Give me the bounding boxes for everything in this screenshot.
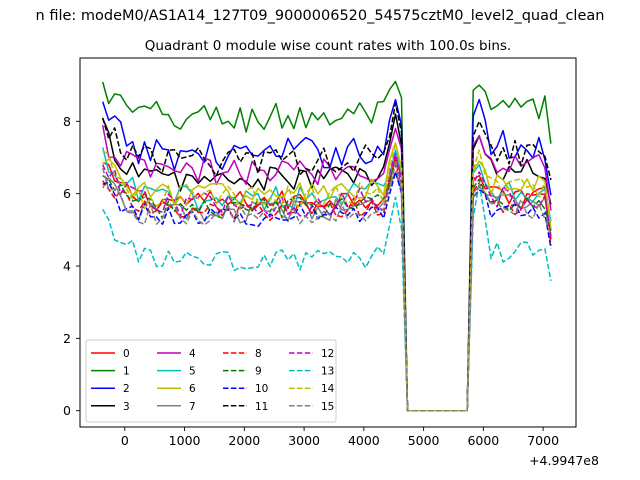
- legend-label-7: 7: [189, 401, 196, 413]
- legend-label-1: 1: [123, 366, 130, 378]
- legend-label-2: 2: [123, 383, 130, 395]
- x-tick-label: 5000: [408, 433, 440, 448]
- y-tick-label: 2: [63, 331, 71, 346]
- series-line-4: [101, 125, 552, 412]
- legend-label-13: 13: [321, 366, 334, 378]
- legend-label-9: 9: [255, 366, 262, 378]
- legend-label-11: 11: [255, 401, 268, 413]
- legend-box: [85, 339, 337, 423]
- legend-label-6: 6: [189, 383, 196, 395]
- series-line-2: [101, 98, 552, 412]
- legend-label-3: 3: [123, 401, 130, 413]
- series-line-14: [102, 142, 552, 412]
- legend-label-5: 5: [189, 366, 196, 378]
- x-tick-label: 4000: [348, 433, 380, 448]
- y-tick-label: 4: [63, 259, 71, 274]
- x-tick-label: 7000: [527, 433, 559, 448]
- legend-label-4: 4: [189, 348, 196, 360]
- x-tick-label: 3000: [288, 433, 320, 448]
- y-tick-label: 8: [63, 114, 71, 129]
- axes-layer: 0 1000 2000 3000 4000 5000 6000 7000 0 2 4 6 8 +4.994…: [63, 57, 599, 468]
- legend-label-10: 10: [255, 383, 268, 395]
- series-line-1: [101, 80, 552, 412]
- axes-frame: [79, 57, 577, 428]
- series-line-7: [102, 171, 552, 412]
- legend-label-14: 14: [321, 383, 335, 395]
- series-line-6: [102, 142, 552, 412]
- chart-title: Quadrant 0 module wise count rates with …: [145, 38, 511, 54]
- legend-label-8: 8: [255, 348, 262, 360]
- x-tick-label: 0: [121, 433, 129, 448]
- series-line-11: [101, 102, 552, 412]
- legend-label-15: 15: [321, 401, 334, 413]
- suptitle: n file: modeM0/AS1A14_127T09_9000006520_…: [36, 8, 605, 24]
- series-line-13: [102, 182, 552, 412]
- y-tick-label: 0: [63, 403, 71, 418]
- series-line-10: [102, 171, 552, 412]
- legend-label-0: 0: [123, 348, 130, 360]
- series-line-12: [102, 153, 552, 412]
- series-line-15: [101, 160, 552, 412]
- series-line-8: [102, 163, 552, 412]
- x-offset-label: +4.9947e8: [529, 453, 599, 468]
- x-tick-label: 6000: [467, 433, 499, 448]
- y-tick-label: 6: [63, 186, 71, 201]
- series-line-3: [102, 113, 552, 412]
- legend-label-12: 12: [321, 348, 334, 360]
- x-tick-label: 1000: [169, 433, 201, 448]
- x-tick-label: 2000: [228, 433, 260, 448]
